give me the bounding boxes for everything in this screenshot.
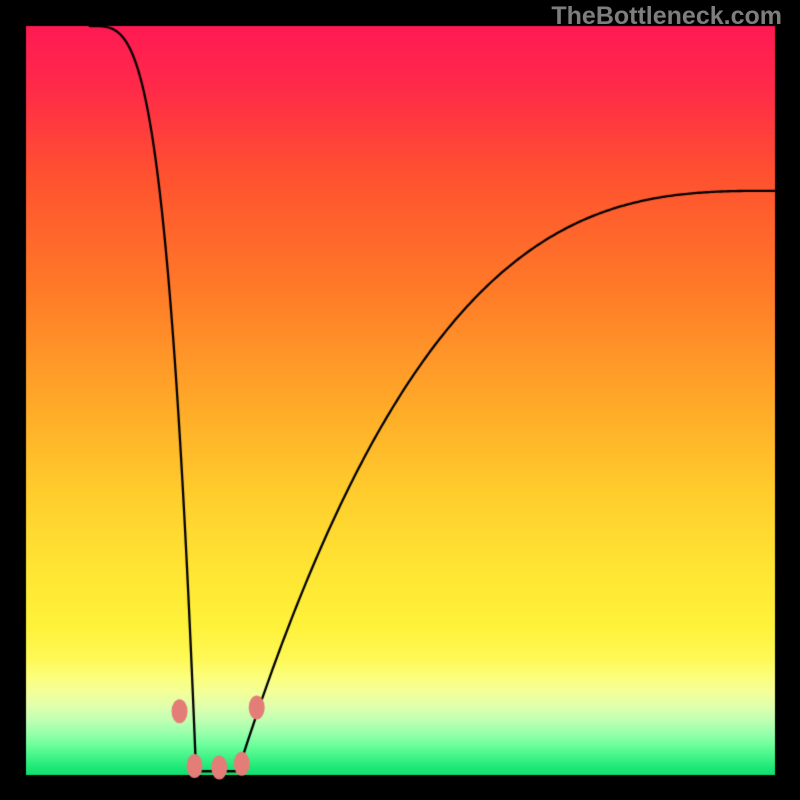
bottleneck-curve <box>0 0 800 800</box>
watermark-text: TheBottleneck.com <box>551 2 782 31</box>
chart-stage: TheBottleneck.com <box>0 0 800 800</box>
